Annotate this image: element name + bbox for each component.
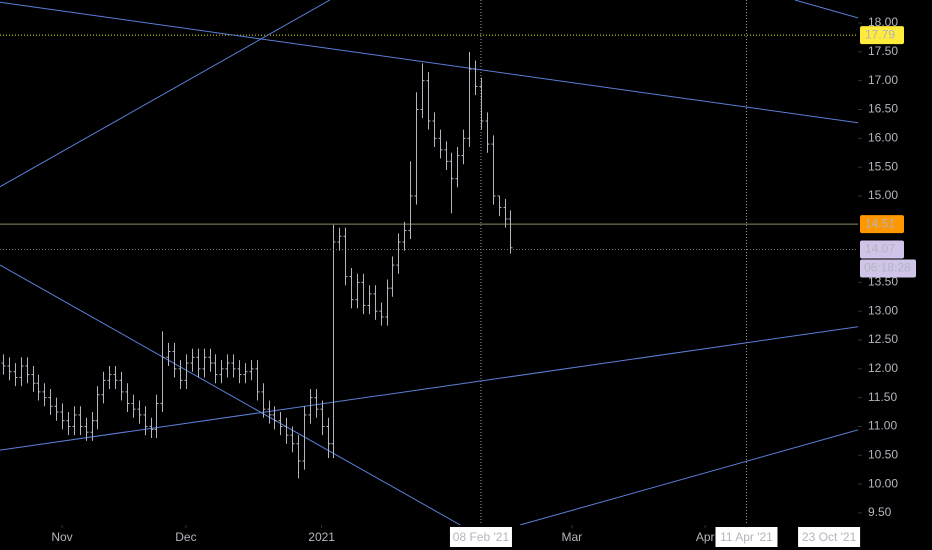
y-tick-label: 10.00	[868, 476, 898, 490]
date-label-bg	[715, 527, 778, 547]
y-tick-label: 11.50	[868, 390, 897, 404]
y-tick-label: 10.50	[868, 447, 898, 461]
y-tick-label: 16.50	[868, 102, 898, 116]
trendline	[0, 0, 331, 188]
price-label: 14.07	[865, 242, 895, 256]
x-tick-label: Mar	[561, 530, 582, 544]
trendline	[519, 429, 858, 525]
date-label: 11 Apr '21	[720, 530, 773, 544]
countdown: 06:18:28	[864, 261, 911, 275]
y-tick-label: 9.50	[868, 505, 892, 519]
trendline	[0, 326, 858, 451]
x-tick-label: Apr	[696, 530, 715, 544]
y-tick-label: 17.50	[868, 44, 898, 58]
y-tick-label: 13.00	[868, 303, 898, 317]
y-tick-label: 18.00	[868, 15, 898, 29]
price-label-bg	[860, 240, 904, 259]
trendline	[0, 264, 461, 525]
x-tick-label: Nov	[51, 530, 72, 544]
countdown-bg	[860, 259, 916, 278]
price-label: 17.79	[865, 27, 895, 41]
trendline	[794, 0, 858, 19]
price-label-bg	[860, 26, 904, 45]
price-label: 14.51	[865, 216, 895, 230]
date-label-bg	[449, 527, 512, 547]
date-label: 08 Feb '21	[453, 530, 510, 544]
x-tick-label: 2021	[308, 530, 335, 544]
price-label-bg	[860, 215, 904, 234]
y-tick-label: 17.00	[868, 73, 898, 87]
y-tick-label: 12.50	[868, 332, 898, 346]
y-tick-label: 11.00	[868, 419, 897, 433]
y-tick-label: 16.00	[868, 130, 898, 144]
date-label: 23 Oct '21	[802, 530, 857, 544]
y-tick-label: 15.00	[868, 188, 898, 202]
y-tick-label: 12.00	[868, 361, 898, 375]
y-tick-label: 13.50	[868, 275, 898, 289]
y-tick-label: 15.50	[868, 159, 898, 173]
date-label-bg	[798, 527, 861, 547]
x-tick-label: Dec	[175, 530, 196, 544]
trendline	[0, 1, 858, 124]
